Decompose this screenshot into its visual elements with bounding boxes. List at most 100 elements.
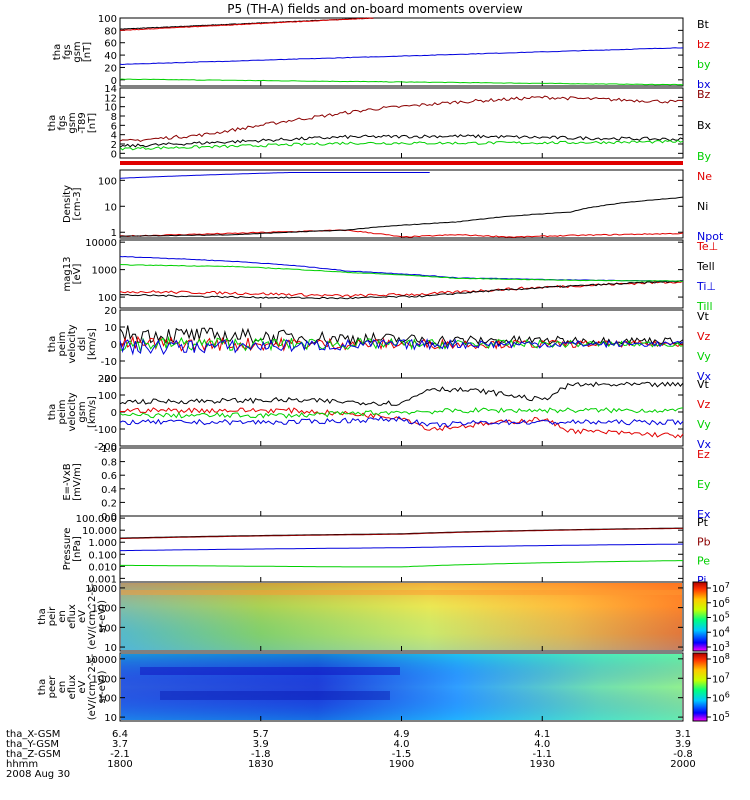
y-axis-label-line: tha bbox=[47, 336, 58, 352]
spectrogram-shading bbox=[121, 654, 682, 720]
y-tick-label: 0 bbox=[111, 408, 117, 419]
ephemeris-value: 3.9 bbox=[253, 739, 269, 750]
y-axis-label-line: [nPa] bbox=[72, 536, 83, 562]
series-Vy bbox=[119, 407, 684, 419]
y-tick-label: 14 bbox=[104, 84, 117, 95]
panel-frame bbox=[119, 377, 684, 447]
y-axis-label: tha peir en eflux eV (eV/(cm^2-s-sr-eV)) bbox=[37, 583, 108, 650]
series-Vx bbox=[119, 338, 684, 356]
y-axis-label-line: sr-eV)) bbox=[97, 600, 108, 633]
colorbar-tick-label: 105 bbox=[712, 611, 730, 625]
ephemeris-value: 6.4 bbox=[112, 729, 128, 740]
legend-Vx: Vx bbox=[697, 370, 712, 383]
y-axis-label-line: -T89 bbox=[77, 112, 88, 134]
ephemeris-label: tha_Y-GSM bbox=[6, 739, 59, 750]
y-axis-label-line: peer bbox=[47, 675, 58, 699]
y-tick-label: 100.000 bbox=[76, 514, 117, 525]
y-tick-label: 1000 bbox=[92, 266, 117, 277]
y-tick-label: 40 bbox=[104, 51, 117, 62]
legend-Vz: Vz bbox=[697, 330, 711, 343]
series-Pe bbox=[120, 560, 683, 568]
y-axis-label: tha peim velocity gsm [km/s] bbox=[47, 392, 98, 431]
colorbar bbox=[692, 652, 708, 722]
y-tick-label: 60 bbox=[104, 39, 117, 50]
y-axis-label-line: mag13 bbox=[62, 257, 73, 292]
y-tick-label: 10000 bbox=[85, 655, 117, 666]
series-Tell bbox=[119, 280, 684, 300]
legend-Vt: Vt bbox=[697, 310, 710, 323]
y-tick-label: 0.0 bbox=[101, 512, 117, 523]
y-axis-label-line: Density bbox=[62, 185, 73, 223]
y-tick-label: 0.2 bbox=[101, 498, 117, 509]
legend-Ne: Ne bbox=[697, 170, 712, 183]
ephemeris-value: -1.8 bbox=[251, 749, 271, 760]
y-axis-label-line: [mV/m] bbox=[72, 463, 83, 501]
colorbar-tick-label: 104 bbox=[712, 625, 730, 639]
y-tick-label: -100 bbox=[94, 425, 117, 436]
ephemeris-value: 5.7 bbox=[253, 729, 269, 740]
y-axis-label: mag13 [eV] bbox=[62, 257, 83, 292]
y-axis-label-line: peir bbox=[47, 606, 58, 626]
y-tick-label: 0.001 bbox=[88, 574, 117, 585]
y-axis-label-line: sr-eV)) bbox=[97, 670, 108, 703]
legend-Pt: Pt bbox=[697, 516, 709, 529]
legend-Bz: Bz bbox=[697, 88, 711, 101]
ephemeris-value: 1930 bbox=[530, 759, 555, 770]
legend-Vy: Vy bbox=[697, 350, 711, 363]
y-tick-label: 0 bbox=[111, 340, 117, 351]
series-Pi bbox=[120, 543, 683, 552]
y-axis-label: tha peim velocity dsl [km/s] bbox=[47, 324, 98, 363]
y-axis-label: tha peer en eflux eV (eV/(cm^2-s-sr-eV)) bbox=[37, 653, 108, 720]
series-Vx bbox=[119, 415, 684, 428]
y-axis-label-line: tha bbox=[47, 404, 58, 420]
legend-Pi: Pi bbox=[697, 574, 706, 587]
y-tick-label: -20 bbox=[101, 374, 117, 385]
y-axis-label-line: dsl bbox=[77, 337, 88, 351]
y-tick-label: 10 bbox=[104, 713, 117, 724]
y-axis-label-line: E=-VxB bbox=[62, 463, 73, 500]
y-axis-label-line: [nT] bbox=[87, 113, 98, 133]
legend-by: by bbox=[697, 58, 711, 71]
series-Ne bbox=[120, 229, 684, 238]
spectrogram-band bbox=[121, 590, 682, 595]
y-axis-label-line: gsm bbox=[77, 401, 88, 422]
series-Till bbox=[119, 264, 684, 282]
y-tick-label: 10.000 bbox=[82, 526, 117, 537]
y-axis-label-line: en bbox=[57, 681, 68, 694]
series-by bbox=[120, 78, 684, 86]
legend-Ez: Ez bbox=[697, 448, 710, 461]
legend-Ey: Ey bbox=[697, 478, 711, 491]
legend-Vx: Vx bbox=[697, 438, 712, 451]
y-axis-label-line: [nT] bbox=[82, 42, 93, 62]
y-axis-label-line: eV bbox=[77, 610, 88, 623]
y-axis-label-line: tha bbox=[52, 44, 63, 60]
panel-4: 10000 1000 100 mag13 [eV] Te⊥ Tell Ti⊥ Till bbox=[62, 238, 718, 313]
ephemeris-value: -1.5 bbox=[392, 749, 412, 760]
y-tick-label: 20 bbox=[104, 306, 117, 317]
y-tick-label: 1000 bbox=[92, 604, 117, 615]
y-tick-label: 100 bbox=[98, 391, 117, 402]
panel-7: 1.0 0.8 0.6 0.4 0.2 0.0 E=-VxB [mV/m] Ez Ey Ex bbox=[62, 444, 711, 523]
legend-bz: bz bbox=[697, 38, 710, 51]
y-tick-label: 0 bbox=[111, 76, 117, 87]
panel-3: 100 10 1 Density [cm-3] Ne Ni Npot bbox=[62, 169, 724, 243]
colorbar bbox=[692, 581, 708, 652]
legend-Te⊥: Te⊥ bbox=[696, 240, 718, 253]
ephemeris-value: 4.0 bbox=[394, 739, 410, 750]
series-Npot bbox=[119, 172, 430, 179]
ephemeris-value: 3.1 bbox=[675, 729, 691, 740]
y-axis-label-line: gsm bbox=[72, 41, 83, 62]
legend-Pe: Pe bbox=[697, 555, 710, 568]
legend-Tell: Tell bbox=[696, 260, 715, 273]
spectrogram-shading bbox=[121, 583, 682, 650]
panel-frame bbox=[119, 169, 684, 239]
ephemeris-label: tha_X-GSM bbox=[6, 729, 60, 740]
y-tick-label: 10 bbox=[104, 202, 117, 213]
y-tick-label: 1 bbox=[111, 228, 117, 239]
series-By bbox=[119, 139, 684, 151]
ephemeris-value: -1.1 bbox=[532, 749, 552, 760]
panel-6: 200 100 0 -100 -200 tha peim velocity gsm [km/s] V… bbox=[47, 374, 712, 453]
